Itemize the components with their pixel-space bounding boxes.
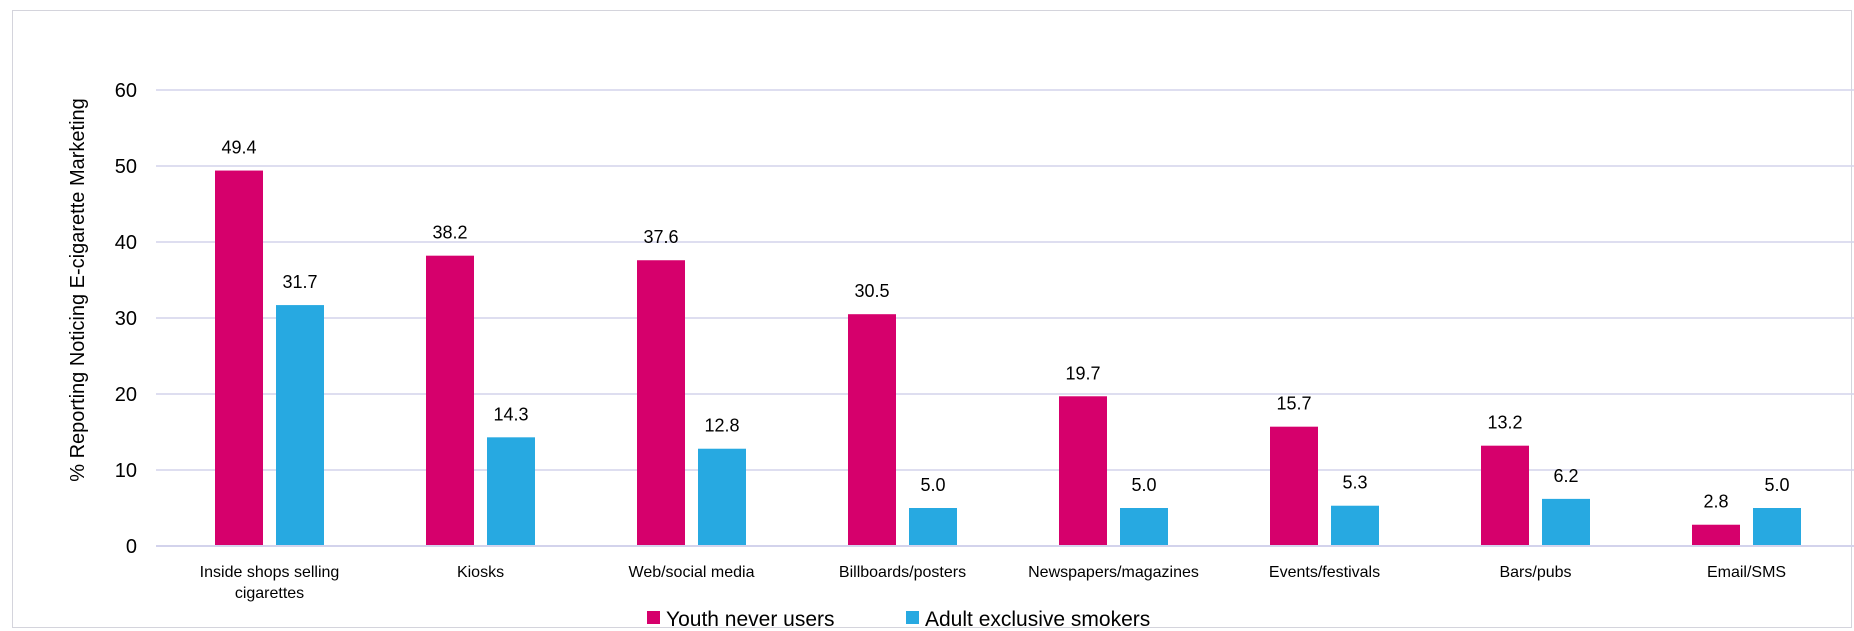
data-label: 31.7: [282, 272, 317, 292]
x-category-label: Billboards/posters: [839, 564, 966, 581]
data-label: 15.7: [1276, 394, 1311, 414]
x-category-label: Email/SMS: [1707, 564, 1786, 581]
data-label: 37.6: [643, 227, 678, 247]
data-label: 49.4: [221, 138, 256, 158]
y-tick-label: 0: [126, 536, 137, 558]
bar-youth: [848, 314, 896, 546]
legend-swatch: [906, 611, 919, 624]
data-label: 2.8: [1703, 492, 1728, 512]
bar-youth: [215, 170, 263, 546]
bar-adult: [487, 437, 535, 546]
bar-youth: [1481, 445, 1529, 546]
y-tick-label: 10: [115, 460, 137, 482]
bar-youth: [637, 260, 685, 546]
data-label: 19.7: [1065, 363, 1100, 383]
bar-youth: [1270, 426, 1318, 546]
y-tick-label: 40: [115, 232, 137, 254]
bar-adult: [698, 448, 746, 546]
data-label: 38.2: [432, 223, 467, 243]
data-label: 5.0: [1131, 475, 1156, 495]
data-label: 5.0: [920, 475, 945, 495]
y-tick-label: 20: [115, 384, 137, 406]
bar-adult: [276, 305, 324, 546]
data-label: 13.2: [1487, 413, 1522, 433]
x-category-label: Newspapers/magazines: [1028, 564, 1199, 581]
y-tick-label: 50: [115, 156, 137, 178]
y-axis-title: % Reporting Noticing E-cigarette Marketi…: [67, 98, 89, 482]
data-label: 6.2: [1553, 466, 1578, 486]
legend-swatch: [647, 611, 660, 624]
data-label: 12.8: [704, 416, 739, 436]
x-category-label: Web/social media: [629, 564, 755, 581]
bar-youth: [1059, 396, 1107, 546]
bar-adult: [1331, 505, 1379, 546]
y-tick-label: 60: [115, 80, 137, 102]
data-label: 5.0: [1764, 475, 1789, 495]
bar-adult: [1753, 508, 1801, 546]
bar-adult: [1120, 508, 1168, 546]
x-category-label: Inside shops selling: [200, 564, 340, 581]
data-label: 14.3: [493, 404, 528, 424]
legend-label: Adult exclusive smokers: [925, 608, 1150, 631]
bar-adult: [1542, 498, 1590, 546]
x-category-label: Kiosks: [457, 564, 504, 581]
y-tick-label: 30: [115, 308, 137, 330]
bar-youth: [426, 255, 474, 546]
data-label: 30.5: [854, 281, 889, 301]
x-category-label: Events/festivals: [1269, 564, 1380, 581]
bar-youth: [1692, 524, 1740, 546]
legend-label: Youth never users: [666, 608, 835, 631]
bar-adult: [909, 508, 957, 546]
x-category-label: cigarettes: [235, 585, 304, 602]
x-category-label: Bars/pubs: [1499, 564, 1571, 581]
data-label: 5.3: [1342, 473, 1367, 493]
